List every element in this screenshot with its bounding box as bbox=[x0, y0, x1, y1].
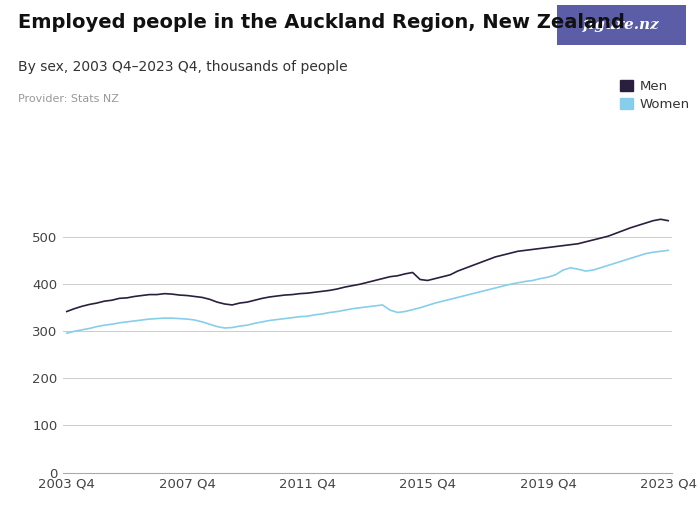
Women bbox=[393, 309, 402, 316]
Men bbox=[581, 239, 589, 245]
Text: figure.nz: figure.nz bbox=[583, 18, 659, 32]
Women bbox=[506, 281, 514, 287]
Women bbox=[438, 298, 447, 304]
Women bbox=[581, 268, 589, 274]
Text: Employed people in the Auckland Region, New Zealand: Employed people in the Auckland Region, … bbox=[18, 13, 624, 32]
Men bbox=[62, 308, 71, 314]
Line: Women: Women bbox=[66, 250, 668, 333]
Men bbox=[438, 274, 447, 280]
Men bbox=[506, 250, 514, 256]
Legend: Men, Women: Men, Women bbox=[620, 80, 690, 111]
Men bbox=[393, 272, 402, 279]
Men bbox=[664, 217, 673, 224]
Women bbox=[664, 247, 673, 254]
Men bbox=[552, 244, 560, 250]
Women bbox=[62, 330, 71, 337]
Women bbox=[604, 262, 612, 269]
Men bbox=[604, 233, 612, 239]
Text: Provider: Stats NZ: Provider: Stats NZ bbox=[18, 94, 118, 104]
Men bbox=[657, 216, 665, 223]
Text: By sex, 2003 Q4–2023 Q4, thousands of people: By sex, 2003 Q4–2023 Q4, thousands of pe… bbox=[18, 60, 347, 75]
Line: Men: Men bbox=[66, 219, 668, 311]
Women bbox=[552, 271, 560, 278]
